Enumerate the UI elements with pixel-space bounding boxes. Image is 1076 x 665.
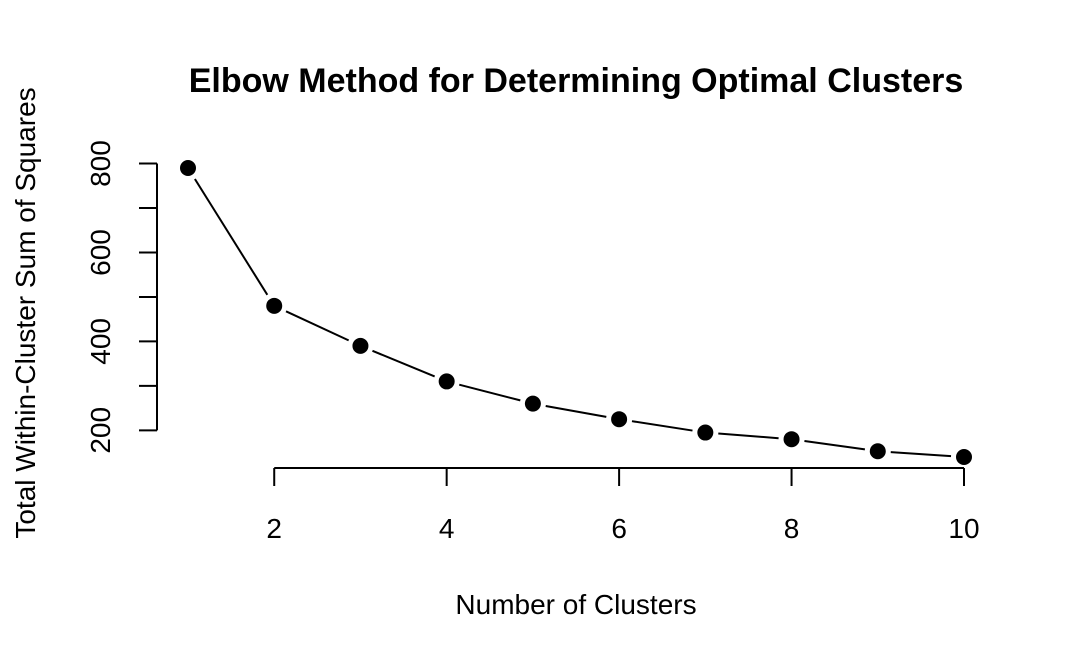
series-segment [372, 349, 436, 378]
y-tick-label: 600 [85, 229, 116, 276]
x-tick-label: 8 [784, 513, 800, 544]
data-point [697, 424, 714, 441]
y-tick-label: 400 [85, 318, 116, 365]
y-axis: 200 400 600 800 [85, 140, 158, 454]
data-point [352, 337, 369, 354]
data-point [956, 449, 972, 465]
x-tick-label: 4 [439, 513, 455, 544]
data-point [611, 411, 628, 428]
series-segment [459, 383, 521, 402]
series-segment [285, 310, 350, 342]
chart-title: Elbow Method for Determining Optimal Clu… [189, 62, 964, 100]
series-segment [194, 178, 269, 296]
x-tick-label: 6 [611, 513, 627, 544]
x-axis: 2 4 6 8 10 [266, 467, 980, 544]
series-segment [804, 440, 866, 451]
series-segment [718, 432, 779, 440]
series-segment [631, 420, 693, 432]
y-tick-label: 200 [85, 407, 116, 454]
data-point [438, 373, 455, 390]
data-point [180, 160, 196, 176]
y-tick-label: 800 [85, 140, 116, 187]
x-axis-label: Number of Clusters [455, 589, 696, 620]
series-segment [545, 404, 607, 418]
data-point [783, 431, 800, 448]
series-segment [890, 451, 952, 458]
data-point [266, 297, 283, 314]
data-point [869, 443, 886, 460]
series [180, 160, 972, 465]
x-tick-label: 2 [266, 513, 282, 544]
y-axis-label: Total Within-Cluster Sum of Squares [10, 87, 41, 538]
data-point [524, 395, 541, 412]
x-tick-label: 10 [948, 513, 979, 544]
